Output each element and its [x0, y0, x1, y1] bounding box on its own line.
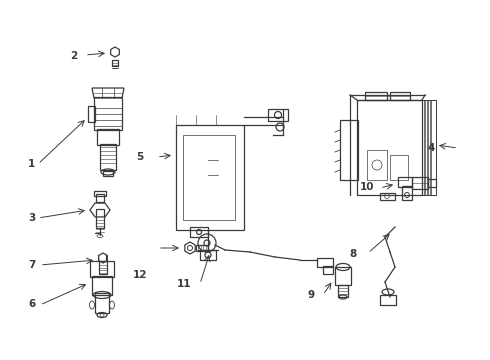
Text: 12: 12 — [132, 270, 147, 280]
Text: 6: 6 — [28, 299, 35, 309]
Bar — [412, 177, 428, 189]
Bar — [357, 100, 422, 195]
Bar — [96, 194, 104, 202]
Bar — [90, 261, 114, 277]
Bar — [196, 245, 208, 251]
Text: 1: 1 — [28, 159, 35, 169]
Text: 2: 2 — [70, 51, 77, 61]
Bar — [422, 100, 436, 195]
Bar — [95, 293, 109, 313]
Bar — [92, 276, 112, 295]
Bar — [317, 258, 333, 267]
Bar — [200, 250, 216, 260]
Text: 11: 11 — [176, 279, 191, 289]
Bar — [176, 125, 244, 230]
Bar — [88, 106, 95, 122]
Bar — [183, 135, 235, 220]
Bar — [402, 186, 412, 200]
Bar — [380, 193, 395, 200]
Bar — [428, 179, 436, 187]
Bar — [94, 191, 106, 196]
Text: 10: 10 — [360, 182, 375, 192]
Bar — [103, 171, 113, 176]
Bar — [390, 155, 408, 180]
Bar — [335, 267, 351, 285]
Bar — [112, 60, 118, 66]
Text: 3: 3 — [28, 213, 35, 223]
Bar — [338, 285, 348, 297]
Bar — [94, 97, 122, 130]
Bar — [97, 129, 119, 145]
Text: 5: 5 — [136, 152, 143, 162]
Text: 8: 8 — [349, 249, 356, 259]
Bar — [268, 109, 288, 121]
Bar — [96, 209, 104, 228]
Text: 7: 7 — [28, 260, 36, 270]
Bar — [398, 177, 412, 187]
Bar — [365, 92, 387, 100]
Bar — [323, 266, 333, 274]
Bar — [340, 120, 358, 180]
Bar — [367, 150, 387, 180]
Text: 9: 9 — [308, 290, 315, 300]
Text: 4: 4 — [427, 143, 435, 153]
Bar — [100, 144, 116, 170]
Bar — [99, 261, 107, 274]
Bar — [380, 295, 396, 305]
Bar — [390, 92, 410, 100]
Bar — [190, 227, 208, 237]
